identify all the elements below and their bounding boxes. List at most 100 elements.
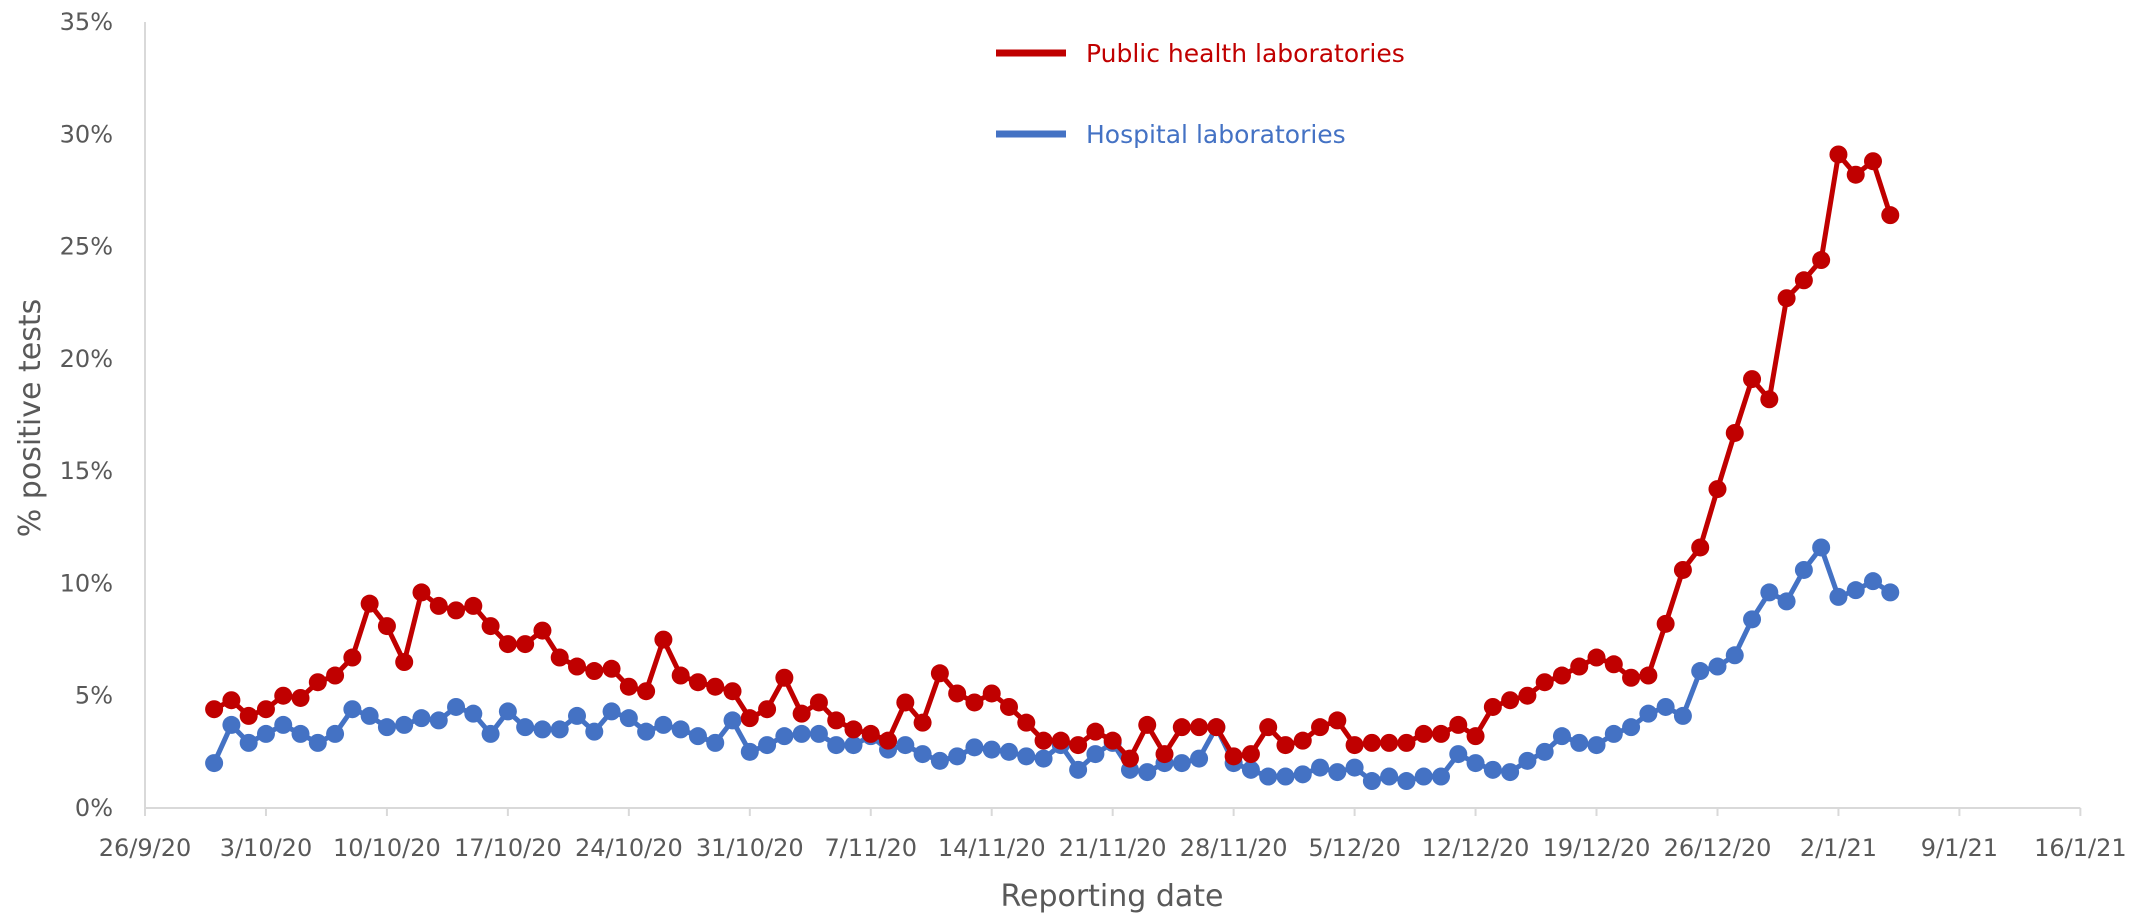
data-point [343,648,362,667]
data-point [1846,165,1865,184]
data-point [844,736,863,755]
data-point [1051,731,1070,750]
data-point [1743,610,1762,629]
data-point [1345,758,1364,777]
series-0 [205,145,1900,768]
data-point [481,724,500,743]
data-point [274,715,293,734]
data-point [256,700,275,719]
data-point [1449,715,1468,734]
data-point [395,715,414,734]
x-tick-label: 26/12/20 [1664,834,1772,862]
data-point [792,724,811,743]
data-point [844,720,863,739]
data-point [222,715,241,734]
data-point [1829,145,1848,164]
data-point [1380,767,1399,786]
data-point [1017,713,1036,732]
y-tick-label: 20% [60,345,113,373]
data-point [1293,765,1312,784]
data-point [377,617,396,636]
data-point [585,662,604,681]
data-point [1466,754,1485,773]
data-point [758,700,777,719]
data-point [775,668,794,687]
data-point [343,700,362,719]
x-tick-label: 26/9/20 [99,834,192,862]
data-point [205,700,224,719]
data-point [256,724,275,743]
data-point [671,666,690,685]
data-point [1397,772,1416,791]
data-point [1501,691,1520,710]
legend-label-public-health: Public health laboratories [1086,39,1405,68]
data-point [1086,722,1105,741]
data-point [1673,560,1692,579]
data-point [1639,704,1658,723]
data-point [1034,731,1053,750]
data-point [1345,736,1364,755]
data-point [1760,390,1779,409]
series-layer [205,145,1900,791]
data-point [1518,686,1537,705]
data-point [1881,583,1900,602]
x-tick-label: 28/11/20 [1180,834,1288,862]
data-point [1138,763,1157,782]
data-point [1760,583,1779,602]
data-point [1259,767,1278,786]
data-point [1570,733,1589,752]
data-point [377,718,396,737]
data-point [706,677,725,696]
data-point [1656,697,1675,716]
data-point [1864,152,1882,171]
data-point [1432,767,1450,786]
data-point [637,682,656,701]
data-point [654,630,673,649]
data-point [239,733,258,752]
data-point [550,648,569,667]
y-tick-label: 30% [60,120,113,148]
data-point [1587,648,1606,667]
data-point [948,684,967,703]
data-point [879,731,898,750]
data-point [568,657,586,676]
data-point [1328,711,1347,730]
data-point [1725,423,1744,442]
data-point [1276,736,1295,755]
data-point [1432,724,1450,743]
data-point [1311,758,1330,777]
data-point [1069,736,1088,755]
data-point [1794,271,1813,290]
data-point [1622,718,1641,737]
data-point [1777,289,1796,308]
data-point [516,718,535,737]
data-point [1518,751,1537,770]
data-point [1639,666,1658,685]
x-axis-ticks: 26/9/20 3/10/20 10/10/20 17/10/20 24/10/20 31… [99,808,2127,862]
data-point [274,686,293,705]
data-point [308,733,327,752]
data-point [395,653,414,672]
data-point [1725,646,1744,665]
x-tick-label: 5/12/20 [1308,834,1401,862]
data-point [429,711,448,730]
data-point [827,711,846,730]
data-point [1673,706,1692,725]
data-point [222,691,241,710]
data-point [360,594,379,613]
data-point [602,702,621,721]
data-point [930,664,949,683]
data-point [481,617,500,636]
data-point [913,745,932,764]
data-point [326,724,345,743]
data-point [1362,733,1381,752]
data-point [1622,668,1641,687]
data-point [1207,718,1226,737]
y-axis-title: % positive tests [13,299,48,538]
data-point [896,736,915,755]
data-point [1604,655,1623,674]
x-tick-label: 3/10/20 [220,834,313,862]
data-point [688,673,707,692]
y-axis-ticks: 0% 5% 10% 15% 20% 25% 30% 35% [60,8,113,822]
